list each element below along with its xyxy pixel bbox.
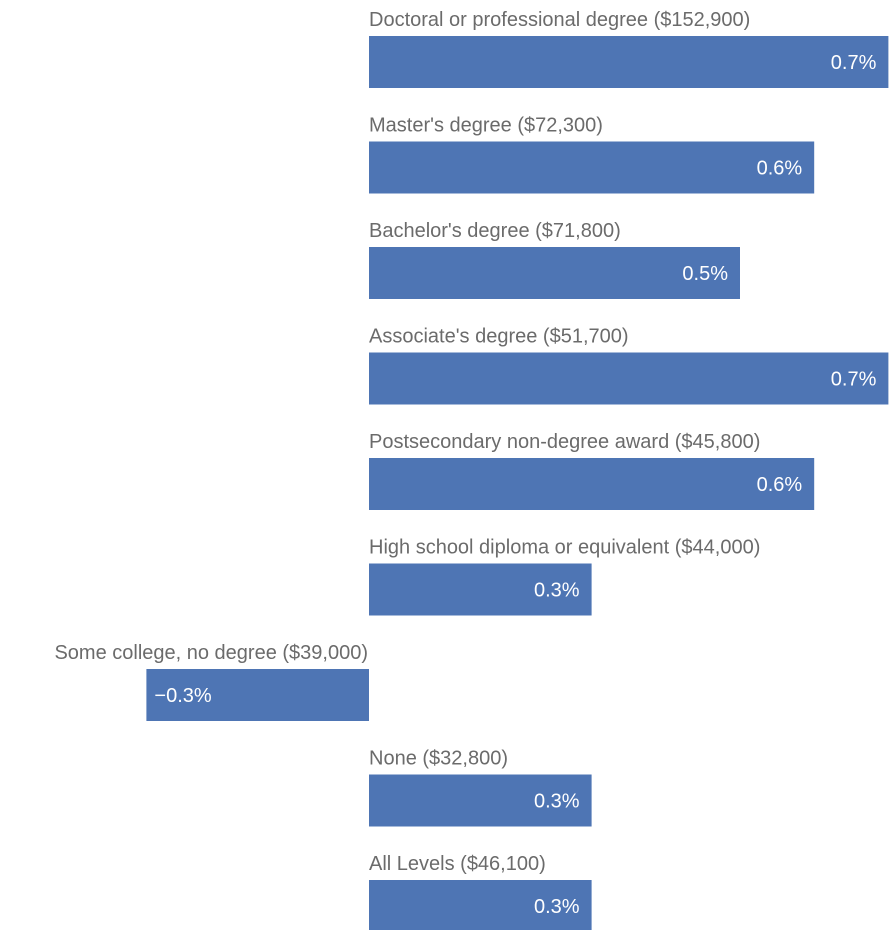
bar-value-label: 0.3% [534, 791, 580, 813]
bar-value-label: 0.6% [757, 158, 803, 180]
bar-value-label: 0.7% [831, 369, 877, 391]
bar [369, 563, 592, 616]
bar [369, 141, 815, 194]
bar [369, 352, 889, 405]
category-label: Postsecondary non-degree award ($45,800) [369, 431, 760, 453]
bar [369, 880, 592, 930]
bar-value-label: 0.7% [831, 52, 877, 74]
category-label: Some college, no degree ($39,000) [54, 642, 368, 664]
bar [369, 247, 740, 299]
bar [369, 458, 815, 510]
category-label: Doctoral or professional degree ($152,90… [369, 9, 750, 31]
category-label: None ($32,800) [369, 748, 508, 770]
bar [369, 36, 889, 88]
category-label: Master's degree ($72,300) [369, 115, 603, 137]
category-label: Associate's degree ($51,700) [369, 326, 629, 348]
bar-value-label: 0.5% [682, 263, 728, 285]
bar [369, 774, 592, 827]
category-label: Bachelor's degree ($71,800) [369, 220, 621, 242]
category-label: All Levels ($46,100) [369, 853, 546, 875]
bar-value-label: 0.3% [534, 896, 580, 918]
bar [146, 669, 369, 721]
bar-value-label: −0.3% [154, 685, 211, 707]
bar-value-label: 0.6% [757, 474, 803, 496]
category-label: High school diploma or equivalent ($44,0… [369, 537, 760, 559]
bar-value-label: 0.3% [534, 580, 580, 602]
